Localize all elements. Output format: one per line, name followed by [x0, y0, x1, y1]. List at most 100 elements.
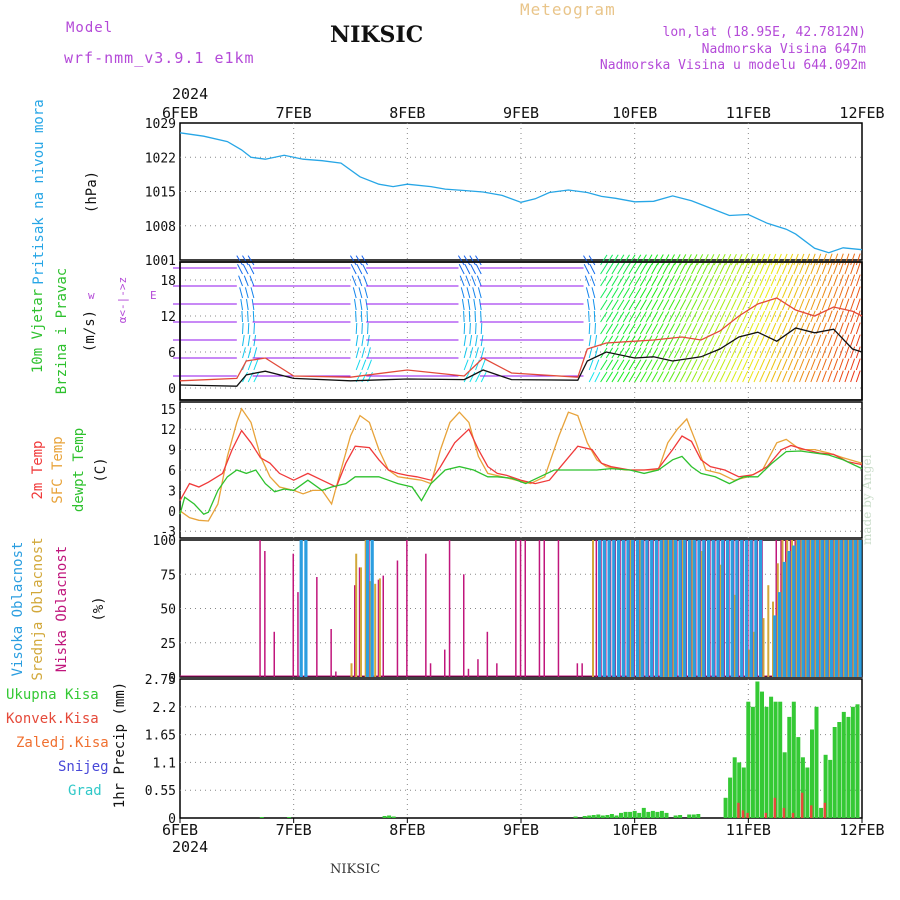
- wind-barb: [247, 310, 249, 323]
- precip-bar-0: [600, 815, 605, 818]
- cloud-bar-2: [678, 540, 682, 677]
- wind-barb: [827, 262, 833, 275]
- wind-barb: [679, 275, 687, 287]
- wind-barb: [639, 347, 647, 359]
- wind-frame-top: [179, 261, 863, 401]
- wind-barb: [747, 370, 754, 383]
- wind-barb: [759, 322, 766, 335]
- wind-barb: [674, 323, 681, 335]
- wind-barb: [759, 274, 766, 287]
- wind-barb: [605, 371, 614, 383]
- precip-bar-0: [791, 701, 796, 818]
- wind-barb: [617, 287, 625, 299]
- precip-bar-0: [659, 810, 664, 818]
- wind-barb: [250, 287, 255, 299]
- wind-barb: [479, 299, 482, 311]
- wind-barb: [833, 370, 839, 383]
- cloud-bar-1: [667, 540, 670, 677]
- wind-barb: [588, 255, 596, 266]
- wind-barb: [611, 254, 619, 266]
- wind-barb: [725, 358, 732, 371]
- wind-barb: [668, 275, 675, 287]
- wind-barb: [622, 263, 630, 275]
- wind-barb: [816, 253, 822, 266]
- wind-barb: [708, 371, 715, 383]
- wind-barb: [691, 323, 698, 335]
- wind-barb: [583, 263, 590, 275]
- wind-barb: [679, 287, 687, 299]
- wind-barb: [804, 334, 811, 347]
- wind-barb: [827, 358, 833, 371]
- wind-barb: [753, 274, 760, 287]
- wind-barb: [799, 370, 805, 383]
- wind-barb: [617, 335, 625, 347]
- wind-barb: [656, 254, 664, 266]
- cloud-bar-1: [364, 540, 367, 677]
- wind-barb: [719, 310, 726, 323]
- wind-barb: [713, 298, 721, 311]
- wind-barb: [747, 286, 754, 299]
- precip-bar-0: [596, 814, 601, 818]
- wind-barb: [753, 286, 760, 299]
- wind-barb: [804, 322, 811, 335]
- wind-barb: [355, 255, 363, 266]
- precip-bar-0: [846, 716, 851, 818]
- wind-barb: [236, 255, 243, 266]
- cloud-bar-2: [839, 540, 843, 677]
- wind-barb: [850, 370, 856, 383]
- wind-barb: [776, 262, 782, 275]
- cloud-bar-2: [740, 540, 744, 677]
- time-label-top: 10FEB: [612, 104, 657, 122]
- precip-bar-0: [614, 815, 619, 818]
- wind-barb: [605, 335, 614, 347]
- time-label-bottom: 12FEB: [839, 821, 884, 839]
- wind-barb: [685, 323, 692, 335]
- wind-barb: [759, 370, 766, 383]
- wind-barb: [838, 262, 844, 275]
- wind-barb: [585, 287, 590, 299]
- wind-barb: [469, 322, 471, 335]
- wind-barb: [747, 298, 754, 311]
- wind-barb: [696, 254, 704, 266]
- cloud-bar-0: [524, 540, 526, 677]
- pressure-ytick: 1022: [145, 151, 176, 166]
- wind-barb: [668, 323, 675, 335]
- wind-barb: [696, 323, 704, 335]
- wind-barb: [753, 370, 760, 383]
- pressure-panel: 1029 1022 1015 1008 1001: [145, 117, 863, 269]
- wind-barb: [477, 287, 482, 299]
- cloud-ytick: 100: [153, 534, 176, 549]
- cloud-bar-2: [792, 545, 796, 677]
- cloud-bar-0: [595, 540, 598, 677]
- wind-barb: [781, 322, 788, 335]
- wind-barb: [850, 262, 856, 275]
- wind-barb: [459, 275, 465, 287]
- wind-barb: [355, 322, 358, 335]
- wind-barb: [656, 335, 664, 347]
- cloud-bar-2: [697, 540, 701, 677]
- precip-legend-item: Ukupna Kisa: [6, 687, 99, 703]
- precip-bar-0: [764, 706, 769, 818]
- cloud-bar-0: [429, 663, 432, 677]
- wind-barb: [747, 262, 754, 275]
- time-label-bottom: 9FEB: [503, 821, 539, 839]
- wind-barb: [764, 310, 771, 323]
- wind-barb: [799, 346, 805, 359]
- wind-barb: [764, 262, 771, 275]
- wind-barb: [367, 347, 371, 359]
- wind-barb: [691, 359, 698, 371]
- wind-barb: [708, 299, 715, 311]
- wind-barb: [702, 254, 709, 266]
- precip-bar-0: [823, 754, 828, 818]
- cloud-bar-1: [833, 540, 836, 677]
- cloud-bar-2: [811, 540, 815, 677]
- temp-ytick: 0: [168, 505, 176, 520]
- cloud-bar-2: [759, 540, 763, 677]
- wind-barb: [611, 371, 619, 383]
- wind-barb: [855, 310, 861, 323]
- wind-barb: [838, 253, 844, 266]
- wind-barb: [463, 371, 470, 383]
- cloud-bar-1: [843, 540, 846, 677]
- wind-barb: [634, 359, 642, 371]
